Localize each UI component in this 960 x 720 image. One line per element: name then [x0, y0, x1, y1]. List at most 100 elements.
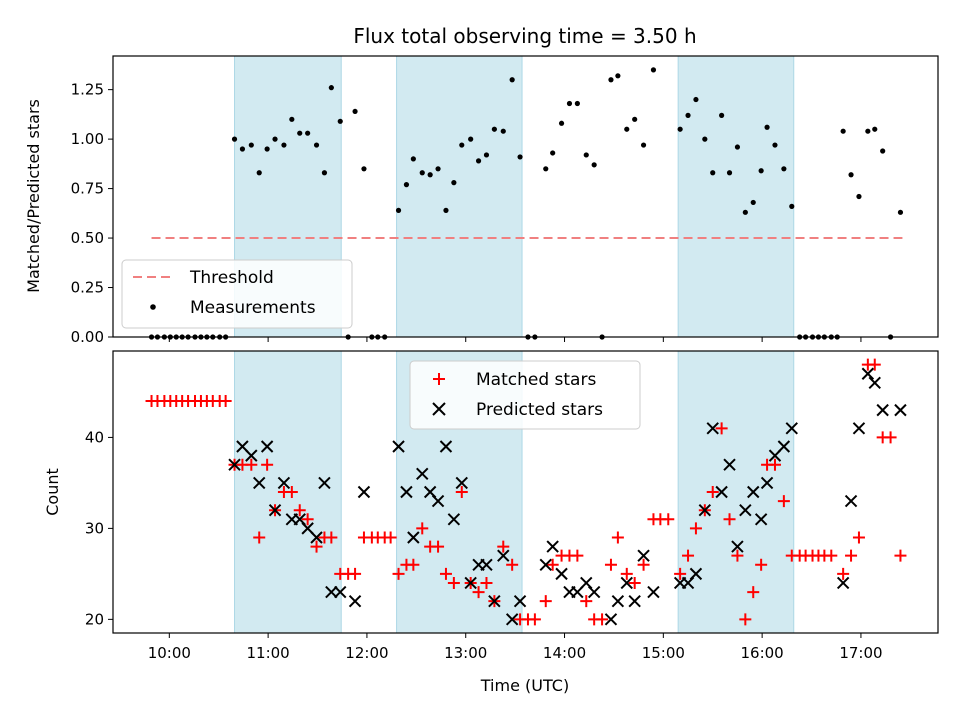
predicted-star-point-18 [407, 531, 420, 544]
predicted-star-point-59 [785, 422, 798, 435]
measurement-point-29 [361, 166, 367, 172]
matched-star-point-78 [755, 558, 768, 571]
x-axis-label: Time (UTC) [480, 676, 569, 695]
measurement-point-92 [880, 148, 886, 154]
predicted-star-point-29 [497, 549, 510, 562]
matched-star-point-68 [674, 567, 687, 580]
top-panel: 0.00 0.25 0.50 0.75 1.00 1.25 Matched/Predict… [24, 55, 939, 346]
matched-star-point-16 [253, 531, 266, 544]
matched-star-point-22 [301, 513, 314, 526]
matched-star-point-93 [868, 358, 881, 371]
measurement-point-47 [509, 77, 515, 83]
matched-star-point-60 [604, 558, 617, 571]
bottom-x-axis: 10:00 11:00 12:00 13:00 14:00 15:00 16:00 17:00 [148, 633, 883, 662]
x-tick-label-7: 17:00 [839, 644, 882, 662]
matched-star-point-62 [620, 567, 633, 580]
measurement-point-22 [305, 130, 311, 136]
matched-star-point-51 [528, 613, 541, 626]
measurement-point-69 [710, 170, 716, 176]
measurement-point-73 [742, 209, 748, 215]
measurement-point-34 [403, 182, 410, 188]
bottom-y-tick-label-2: 40 [85, 428, 104, 446]
measurement-point-19 [281, 142, 287, 148]
measurement-point-63 [640, 142, 647, 148]
x-tick-label-1: 11:00 [247, 644, 290, 662]
predicted-star-point-23 [447, 513, 461, 526]
matched-star-point-15 [245, 458, 258, 471]
measurement-point-77 [772, 142, 778, 148]
legend-matched-swatch [433, 373, 445, 385]
measurement-point-72 [734, 144, 741, 150]
predicted-star-point-51 [723, 458, 736, 471]
measurement-point-26 [337, 118, 343, 124]
predicted-star-point-43 [637, 549, 650, 562]
bottom-y-tick-label-0: 20 [85, 610, 104, 628]
predicted-star-point-49 [706, 422, 719, 435]
predicted-star-point-27 [480, 558, 493, 571]
measurement-point-60 [615, 73, 621, 79]
predicted-star-point-32 [539, 558, 552, 571]
predicted-star-point-6 [277, 476, 291, 490]
predicted-star-point-44 [647, 585, 660, 599]
matched-star-point-81 [777, 495, 790, 508]
matched-star-point-59 [596, 613, 609, 626]
x-tick-label-2: 12:00 [345, 644, 388, 662]
x-tick-label-6: 16:00 [741, 644, 784, 662]
measurement-point-20 [289, 116, 295, 122]
top-y-tick-label-0: 0.00 [71, 328, 104, 346]
matched-star-point-76 [739, 613, 752, 626]
predicted-star-point-61 [844, 494, 858, 508]
matched-star-point-96 [894, 549, 907, 562]
matched-star-point-48 [506, 558, 519, 571]
top-y-tick-label-2: 0.50 [71, 229, 104, 247]
measurement-point-76 [764, 124, 770, 130]
x-tick-label-3: 13:00 [444, 644, 487, 662]
measurement-point-67 [693, 96, 699, 103]
predicted-star-point-55 [754, 513, 768, 526]
measurement-point-16 [256, 170, 262, 176]
matched-stars-points [145, 358, 907, 626]
predicted-star-point-25 [464, 576, 477, 590]
predicted-star-point-14 [348, 594, 362, 608]
measurement-point-79 [789, 203, 795, 209]
top-legend-box [121, 259, 353, 329]
measurement-point-23 [313, 142, 320, 148]
matched-star-point-45 [480, 576, 493, 589]
predicted-star-point-66 [894, 403, 907, 417]
measurement-point-78 [781, 166, 787, 172]
matched-star-point-61 [611, 531, 624, 544]
predicted-star-point-52 [731, 540, 744, 553]
matched-star-point-23 [310, 540, 323, 553]
predicted-star-point-38 [587, 585, 601, 599]
predicted-star-point-62 [852, 422, 866, 435]
predicted-star-point-2 [245, 449, 258, 462]
measurement-point-35 [410, 156, 416, 162]
measurement-point-38 [435, 166, 441, 172]
measurement-point-45 [491, 126, 497, 132]
measurement-point-36 [419, 170, 425, 176]
shaded-interval-1 [396, 55, 523, 338]
top-y-tick-label-1: 0.25 [71, 279, 104, 297]
predicted-star-point-19 [416, 467, 429, 481]
top-x-ticks [168, 337, 862, 342]
predicted-star-point-28 [488, 594, 501, 608]
legend-measurements-label: Measurements [190, 298, 316, 318]
predicted-star-point-31 [513, 594, 527, 608]
matched-star-point-21 [293, 504, 306, 517]
measurement-point-56 [583, 152, 589, 158]
matched-star-point-20 [285, 486, 298, 498]
measurement-point-64 [650, 67, 657, 73]
predicted-star-point-64 [868, 376, 881, 390]
predicted-star-point-4 [260, 440, 274, 453]
matched-star-point-28 [349, 567, 362, 580]
measurement-point-54 [566, 100, 573, 107]
measurement-point-74 [750, 199, 756, 206]
matched-star-point-74 [723, 513, 736, 526]
bottom-y-axis-label: Count [43, 468, 62, 516]
predicted-star-point-56 [760, 476, 774, 490]
measurement-point-65 [677, 126, 683, 132]
matched-star-point-47 [497, 540, 510, 553]
predicted-star-point-53 [739, 503, 752, 517]
bottom-panel: 20 30 40 10:00 11:00 12:00 13:00 14:00 15:00 16:… [43, 350, 939, 695]
x-tick-label-0: 10:00 [148, 644, 191, 662]
